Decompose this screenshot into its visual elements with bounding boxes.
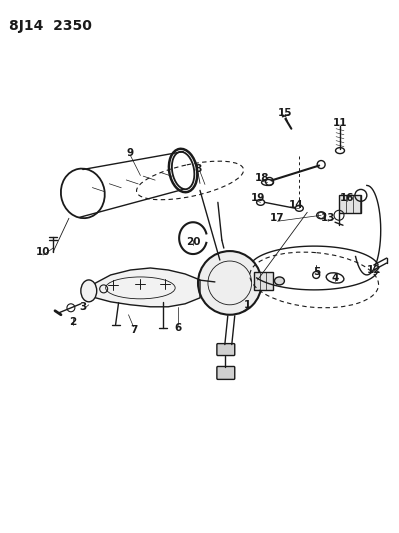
Ellipse shape [275, 277, 284, 285]
Text: 18: 18 [255, 173, 270, 183]
Text: 13: 13 [321, 213, 335, 223]
Ellipse shape [81, 280, 97, 302]
FancyBboxPatch shape [217, 367, 235, 379]
Text: 15: 15 [278, 108, 292, 118]
Text: 16: 16 [340, 193, 354, 204]
Text: 20: 20 [186, 237, 200, 247]
FancyBboxPatch shape [217, 344, 235, 356]
Text: 4: 4 [331, 273, 339, 283]
Text: 3: 3 [79, 302, 87, 312]
Text: 9: 9 [127, 148, 134, 158]
Text: 12: 12 [367, 265, 381, 275]
Text: 14: 14 [289, 200, 304, 211]
Text: 2: 2 [69, 317, 77, 327]
Text: 11: 11 [333, 118, 347, 128]
Bar [339, 196, 361, 213]
Polygon shape [89, 268, 200, 307]
Text: 10: 10 [36, 247, 50, 257]
Text: 5: 5 [314, 267, 321, 277]
Text: 8J14  2350: 8J14 2350 [9, 19, 92, 33]
Text: 19: 19 [251, 193, 265, 204]
Text: 6: 6 [174, 322, 182, 333]
Text: 7: 7 [130, 325, 137, 335]
Text: 1: 1 [244, 300, 251, 310]
Text: 17: 17 [270, 213, 285, 223]
Text: 8: 8 [194, 164, 201, 174]
Circle shape [198, 251, 262, 315]
Bar [254, 272, 273, 290]
